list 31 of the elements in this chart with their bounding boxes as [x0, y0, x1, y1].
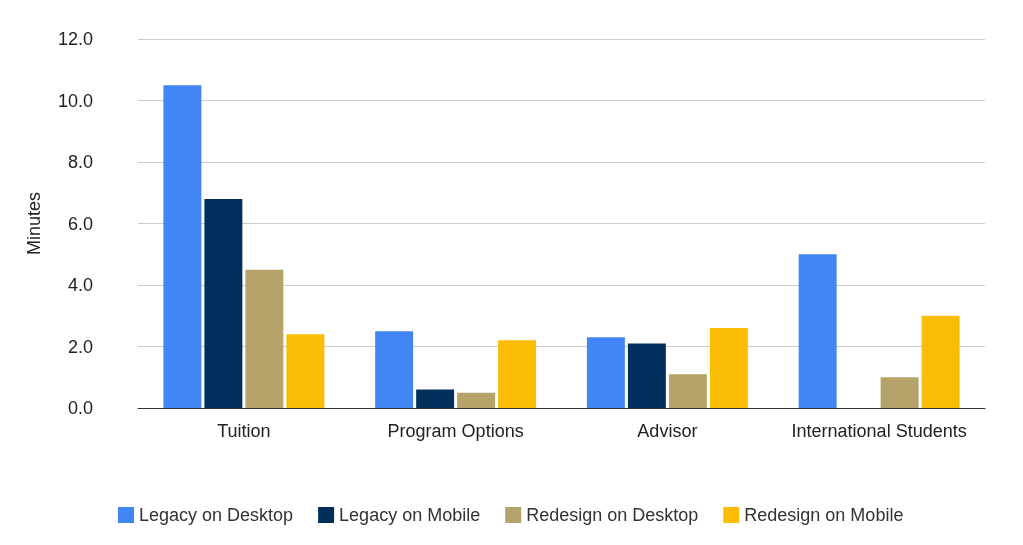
bar [709, 328, 748, 408]
legend-label: Legacy on Desktop [139, 505, 294, 525]
y-tick-label: 6.0 [67, 213, 93, 234]
bar [586, 337, 625, 408]
bar [498, 340, 537, 408]
bar [416, 389, 455, 408]
y-tick-label: 2.0 [67, 336, 93, 357]
bar [204, 198, 243, 408]
bar [457, 392, 496, 408]
bar [375, 331, 414, 408]
bar [921, 315, 960, 408]
y-tick-label: 10.0 [57, 90, 93, 111]
y-tick-label: 8.0 [67, 152, 93, 172]
y-axis-title: Minutes [24, 191, 44, 256]
y-tick-label: 0.0 [67, 398, 93, 418]
legend-label: Legacy on Mobile [339, 505, 481, 525]
bar [245, 269, 284, 408]
x-tick-label: Program Options [387, 421, 524, 441]
bar [163, 85, 202, 408]
bar [286, 334, 325, 408]
x-tick-label: Tuition [217, 421, 271, 441]
bar [668, 374, 707, 408]
y-tick-label: 12.0 [57, 29, 93, 49]
legend-label: Redesign on Desktop [526, 505, 699, 525]
bar [880, 377, 919, 408]
x-tick-label: Advisor [637, 421, 698, 441]
x-tick-label: International Students [791, 421, 967, 441]
bar [798, 254, 837, 408]
y-tick-label: 4.0 [67, 275, 93, 295]
bar [627, 343, 666, 408]
legend-label: Redesign on Mobile [744, 505, 904, 525]
